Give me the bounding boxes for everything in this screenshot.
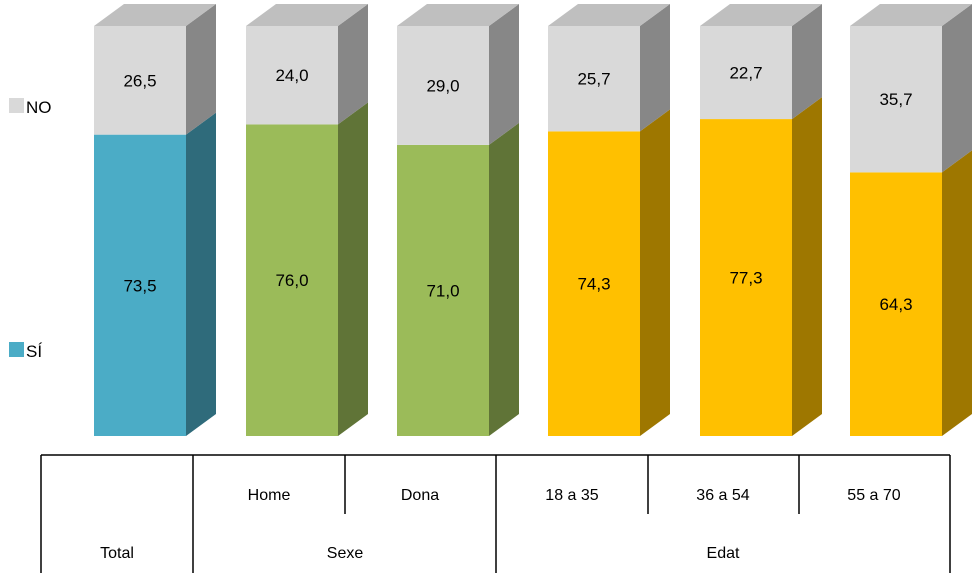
bar-side	[186, 4, 216, 135]
legend-label-no: NO	[26, 98, 52, 117]
bar-segment-si	[94, 112, 216, 437]
data-label: 64,3	[879, 295, 912, 314]
bar-front	[246, 26, 338, 125]
bar-front	[850, 26, 942, 173]
category-axis-table	[40, 454, 951, 573]
bar-side	[338, 4, 368, 125]
data-label: 25,7	[577, 70, 610, 89]
bar-side	[792, 4, 822, 120]
data-label: 74,3	[577, 275, 610, 294]
bar-top	[246, 4, 368, 26]
bar-side	[186, 112, 216, 437]
bar-segment-no	[246, 4, 368, 125]
bar-top	[397, 4, 519, 26]
bar-segment-si	[397, 122, 519, 437]
legend-swatch-no	[9, 98, 24, 113]
bar-front	[548, 131, 640, 436]
bar-segment-no	[94, 4, 216, 135]
bar-top	[700, 4, 822, 26]
bar-side	[942, 4, 972, 173]
bar-side	[489, 4, 519, 145]
bar-top	[94, 4, 216, 26]
legend-label-si: SÍ	[26, 342, 42, 361]
bar-segment-no	[548, 4, 670, 132]
bar-segment-si	[850, 150, 972, 436]
bar-front	[94, 26, 186, 135]
legend-swatch-si	[9, 342, 24, 357]
bar-segment-si	[548, 109, 670, 437]
bar-side	[338, 102, 368, 437]
group-label-total: Total	[100, 545, 134, 562]
bar-front	[94, 134, 186, 436]
data-label: 71,0	[426, 281, 459, 300]
bar-side	[942, 150, 972, 436]
data-label: 77,3	[729, 269, 762, 288]
bar-segment-si	[246, 102, 368, 437]
bar-side	[489, 122, 519, 437]
bars-layer: 73,5 26,5 76,0 24,0 71,0 29,0 74,3 25,7 77,3 22,7…	[94, 4, 972, 437]
data-label: 24,0	[275, 66, 308, 85]
bar-side	[792, 97, 822, 436]
bar-side	[640, 109, 670, 437]
bar-front	[397, 26, 489, 145]
tick-label-36-54: 36 a 54	[696, 487, 749, 504]
data-label: 26,5	[123, 71, 156, 90]
bar-front	[700, 26, 792, 120]
bar-front	[850, 172, 942, 436]
tick-labels: Home Dona 18 a 35 36 a 54 55 a 70 Total …	[100, 487, 901, 562]
bar-segment-no	[700, 4, 822, 120]
bar-front	[548, 26, 640, 132]
data-label: 73,5	[123, 276, 156, 295]
tick-label-home: Home	[248, 487, 291, 504]
data-label: 76,0	[275, 271, 308, 290]
tick-label-18-35: 18 a 35	[545, 487, 598, 504]
legend: NO SÍ	[9, 98, 52, 361]
tick-label-dona: Dona	[401, 487, 439, 504]
bar-top	[548, 4, 670, 26]
bar-front	[397, 144, 489, 436]
bar-front	[246, 124, 338, 437]
data-label: 22,7	[729, 64, 762, 83]
tick-label-55-70: 55 a 70	[847, 487, 900, 504]
group-label-sexe: Sexe	[327, 545, 364, 562]
bar-side	[640, 4, 670, 132]
bar-segment-no	[850, 4, 972, 173]
bar-front	[700, 119, 792, 436]
bar-segment-si	[700, 97, 822, 436]
group-label-edat: Edat	[707, 545, 740, 562]
data-label: 29,0	[426, 76, 459, 95]
data-label: 35,7	[879, 90, 912, 109]
bar-top	[850, 4, 972, 26]
bar-segment-no	[397, 4, 519, 145]
